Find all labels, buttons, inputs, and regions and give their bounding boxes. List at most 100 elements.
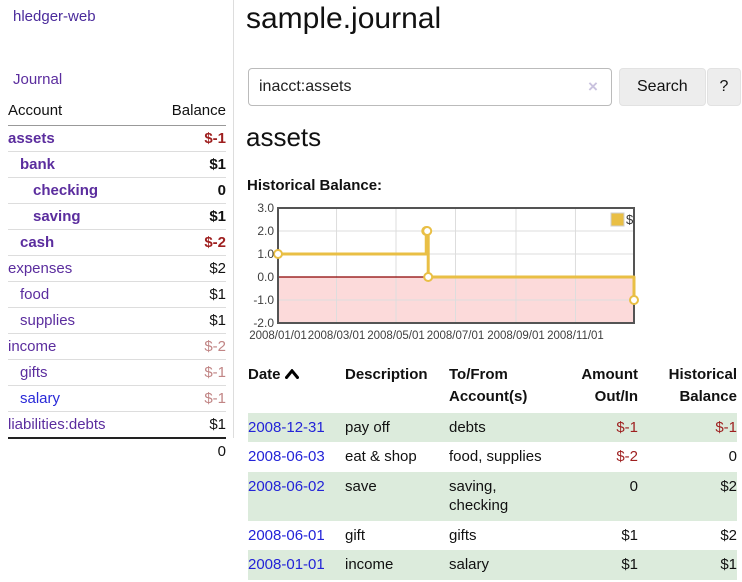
page-title: sample.journal bbox=[246, 2, 441, 36]
sidebar-account-link-salary[interactable]: salary bbox=[8, 390, 60, 407]
transaction-accounts: gifts bbox=[449, 521, 549, 551]
x-axis-tick-label: 2008/03/01 bbox=[308, 330, 366, 342]
sidebar-account-balance: 0 bbox=[218, 182, 226, 199]
transaction-balance: $2 bbox=[638, 521, 737, 551]
sidebar-account-balance: $-1 bbox=[204, 130, 226, 147]
sidebar-account-balance: $-1 bbox=[204, 364, 226, 381]
sidebar-total-row: 0 bbox=[8, 437, 226, 464]
transaction-date-link[interactable]: 2008-06-01 bbox=[248, 527, 325, 544]
y-axis-tick-label: -1.0 bbox=[253, 293, 274, 307]
sidebar-account-row: supplies $1 bbox=[8, 307, 226, 333]
x-axis-tick-label: 2008/09/01 bbox=[487, 330, 545, 342]
account-column-header: Account bbox=[8, 102, 62, 119]
transaction-accounts: salary bbox=[449, 550, 549, 580]
transaction-description: income bbox=[345, 550, 449, 580]
chart-data-point bbox=[423, 227, 431, 235]
app-brand-link[interactable]: hledger-web bbox=[13, 8, 96, 25]
y-axis-tick-label: 2.0 bbox=[257, 224, 274, 238]
legend-label: $ bbox=[626, 212, 634, 227]
transaction-balance: $1 bbox=[638, 550, 737, 580]
chart-data-point bbox=[274, 250, 282, 258]
historical-balance-label: Historical Balance: bbox=[247, 177, 382, 194]
sidebar-account-row: expenses $2 bbox=[8, 255, 226, 281]
sidebar-account-row: assets $-1 bbox=[8, 126, 226, 151]
sidebar-account-link-bank[interactable]: bank bbox=[8, 156, 55, 173]
search-button[interactable]: Search bbox=[619, 68, 706, 106]
chart-data-point bbox=[424, 273, 432, 281]
register-header-balance: Historical Balance bbox=[638, 362, 737, 413]
register-row: 2008-06-02savesaving, checking0$2 bbox=[248, 472, 737, 521]
y-axis-tick-label: 1.0 bbox=[257, 247, 274, 261]
balance-chart: $3.0 2.0 1.0 0.0 -1.0 -2.02008/01/012008/03/0… bbox=[244, 203, 642, 351]
register-table-container: Date Description To/From Account(s) Amou… bbox=[248, 362, 737, 580]
sidebar-account-balance: $1 bbox=[209, 208, 226, 225]
sidebar-accounts-rows: assets $-1 bank $1 checking 0 saving $1 cash $-2 e… bbox=[8, 126, 226, 437]
y-axis-tick-label: 0.0 bbox=[257, 270, 274, 284]
transaction-amount: 0 bbox=[549, 472, 638, 521]
transaction-description: pay off bbox=[345, 413, 449, 443]
sidebar-account-balance: $-2 bbox=[204, 338, 226, 355]
x-axis-tick-label: 2008/01/01 bbox=[249, 330, 307, 342]
register-row: 2008-01-01incomesalary$1$1 bbox=[248, 550, 737, 580]
register-row: 2008-12-31pay offdebts$-1$-1 bbox=[248, 413, 737, 443]
sidebar-journal-link[interactable]: Journal bbox=[13, 71, 62, 88]
sidebar-account-row: salary $-1 bbox=[8, 385, 226, 411]
transaction-description: gift bbox=[345, 521, 449, 551]
sidebar-divider bbox=[233, 0, 234, 438]
sidebar-account-link-gifts[interactable]: gifts bbox=[8, 364, 48, 381]
register-header-row: Date Description To/From Account(s) Amou… bbox=[248, 362, 737, 413]
sidebar-account-balance: $-1 bbox=[204, 390, 226, 407]
transaction-description: eat & shop bbox=[345, 442, 449, 472]
sidebar-account-link-supplies[interactable]: supplies bbox=[8, 312, 75, 329]
chart-data-point bbox=[630, 296, 638, 304]
transaction-balance: $-1 bbox=[638, 413, 737, 443]
search-input[interactable] bbox=[248, 68, 612, 106]
sidebar-accounts-header: Account Balance bbox=[8, 98, 226, 126]
sidebar-account-row: checking 0 bbox=[8, 177, 226, 203]
sidebar-account-balance: $2 bbox=[209, 260, 226, 277]
sort-ascending-icon bbox=[285, 369, 299, 379]
register-header-date[interactable]: Date bbox=[248, 362, 345, 413]
register-header-amount: Amount Out/In bbox=[549, 362, 638, 413]
register-row: 2008-06-01 giftgifts$1$2 bbox=[248, 521, 737, 551]
transaction-date-link[interactable]: 2008-12-31 bbox=[248, 419, 325, 436]
transaction-date-link[interactable]: 2008-01-01 bbox=[248, 556, 325, 573]
register-header-accounts: To/From Account(s) bbox=[449, 362, 549, 413]
sidebar-account-row: saving $1 bbox=[8, 203, 226, 229]
transaction-accounts: debts bbox=[449, 413, 549, 443]
sidebar-account-link-liabilities-debts[interactable]: liabilities:debts bbox=[8, 416, 106, 433]
sidebar-account-row: income $-2 bbox=[8, 333, 226, 359]
y-axis-tick-label: 3.0 bbox=[257, 203, 274, 215]
sidebar-account-row: liabilities:debts$1 bbox=[8, 411, 226, 437]
transaction-date-link[interactable]: 2008-06-02 bbox=[248, 478, 325, 495]
help-button[interactable]: ? bbox=[707, 68, 741, 106]
transaction-amount: $1 bbox=[549, 521, 638, 551]
y-axis-tick-label: -2.0 bbox=[253, 316, 274, 330]
sidebar-account-link-income[interactable]: income bbox=[8, 338, 56, 355]
sidebar-account-row: bank $1 bbox=[8, 151, 226, 177]
transaction-amount: $-1 bbox=[549, 413, 638, 443]
sidebar-account-link-saving[interactable]: saving bbox=[8, 208, 81, 225]
x-axis-tick-label: 2008/07/01 bbox=[427, 330, 485, 342]
x-axis-tick-label: 2008/11/01 bbox=[547, 330, 604, 342]
register-header-description: Description bbox=[345, 362, 449, 413]
x-axis-tick-label: 2008/05/01 bbox=[367, 330, 425, 342]
sidebar-account-link-checking[interactable]: checking bbox=[8, 182, 98, 199]
clear-search-icon[interactable]: × bbox=[588, 77, 598, 97]
transaction-accounts: saving, checking bbox=[449, 472, 549, 521]
account-title: assets bbox=[246, 122, 321, 153]
sidebar-account-balance: $1 bbox=[209, 312, 226, 329]
transaction-amount: $1 bbox=[549, 550, 638, 580]
legend-swatch bbox=[611, 213, 624, 226]
sidebar-account-balance: $1 bbox=[209, 156, 226, 173]
sidebar-account-balance: $1 bbox=[209, 286, 226, 303]
sidebar-account-link-cash[interactable]: cash bbox=[8, 234, 54, 251]
sidebar-account-link-assets[interactable]: assets bbox=[8, 130, 55, 147]
transaction-balance: 0 bbox=[638, 442, 737, 472]
sidebar-account-link-food[interactable]: food bbox=[8, 286, 49, 303]
transaction-date-link[interactable]: 2008-06-03 bbox=[248, 448, 325, 465]
sidebar-account-row: food $1 bbox=[8, 281, 226, 307]
transaction-amount: $-2 bbox=[549, 442, 638, 472]
sidebar-account-link-expenses[interactable]: expenses bbox=[8, 260, 72, 277]
register-row: 2008-06-03eat & shopfood, supplies$-20 bbox=[248, 442, 737, 472]
